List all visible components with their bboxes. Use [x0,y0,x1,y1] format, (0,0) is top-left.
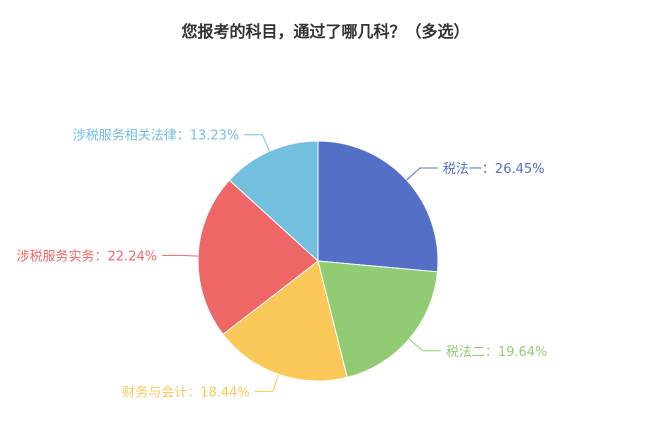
slice-label-1: 税法二：19.64% [446,345,548,360]
leader-line-2 [254,374,280,392]
slice-label-2: 财务与会计：18.44% [122,384,250,400]
pie-slice-4 [228,140,319,263]
slice-label-3: 涉税服务实务：22.24% [17,248,158,264]
pie-slice-3 [197,179,319,336]
slice-label-4: 涉税服务相关法律：13.23% [73,128,240,144]
leader-line-3 [162,254,199,257]
leader-line-0 [406,167,438,181]
leader-line-1 [408,338,441,352]
leader-line-4 [244,134,271,152]
pie-slice-0 [317,140,439,273]
slice-label-0: 税法一：26.45% [443,162,545,177]
chart-title: 您报考的科目，通过了哪几科？（多选） [181,22,470,41]
pie-slice-1 [317,260,439,379]
